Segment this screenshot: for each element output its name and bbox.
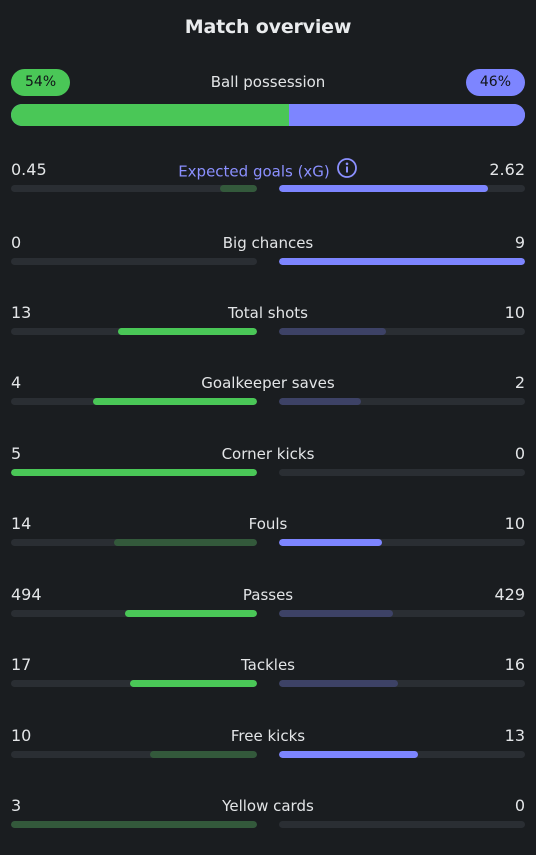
- stat-row: 17 Tackles 16: [11, 655, 525, 699]
- stat-label: Big chances: [222, 234, 314, 252]
- away-value: 16: [504, 655, 525, 674]
- away-bar-fill: [279, 539, 382, 546]
- away-bar-fill: [279, 185, 489, 192]
- home-value: 10: [11, 726, 32, 745]
- stat-row: 0.45 Expected goals (xG) 2.62: [11, 157, 525, 204]
- away-value: 0: [514, 796, 525, 815]
- away-bar-track: [279, 328, 525, 335]
- home-bar-track: [11, 185, 257, 192]
- home-bar-fill: [11, 469, 257, 476]
- info-icon[interactable]: [336, 157, 358, 184]
- home-bar-fill: [92, 398, 257, 405]
- stat-row: 13 Total shots 10: [11, 303, 525, 347]
- away-bar-fill: [279, 751, 418, 758]
- home-bar-track: [11, 821, 257, 828]
- stat-row: 4 Goalkeeper saves 2: [11, 373, 525, 417]
- home-bar-fill: [220, 185, 257, 192]
- home-value: 3: [11, 796, 22, 815]
- home-bar-fill: [118, 328, 257, 335]
- away-value: 0: [514, 444, 525, 463]
- home-bar-track: [11, 258, 257, 265]
- stat-row: 0 Big chances 9: [11, 233, 525, 277]
- home-value: 17: [11, 655, 32, 674]
- home-value: 14: [11, 514, 32, 533]
- away-bar-track: [279, 398, 525, 405]
- possession-bar: [11, 104, 525, 126]
- home-possession-fill: [11, 104, 289, 126]
- page-title: Match overview: [184, 16, 352, 38]
- away-possession-fill: [288, 104, 525, 126]
- home-bar-track: [11, 539, 257, 546]
- stat-label: Goalkeeper saves: [201, 374, 335, 392]
- home-bar-fill: [150, 751, 257, 758]
- home-possession-badge: 54%: [11, 69, 71, 96]
- stat-label-wrapper: Tackles: [11, 655, 525, 675]
- home-bar-track: [11, 751, 257, 758]
- stat-label-wrapper: Yellow cards: [11, 796, 525, 816]
- away-bar-fill: [279, 680, 399, 687]
- stat-label: Tackles: [240, 656, 296, 674]
- away-value: 9: [514, 233, 525, 252]
- away-possession-badge: 46%: [465, 69, 525, 96]
- away-bar-fill: [279, 610, 394, 617]
- away-value: 2: [514, 373, 525, 392]
- away-bar-fill: [279, 328, 386, 335]
- stat-label-wrapper: Big chances: [11, 233, 525, 253]
- stat-label-wrapper: Goalkeeper saves: [11, 373, 525, 393]
- home-bar-fill: [113, 539, 257, 546]
- home-bar-fill: [130, 680, 257, 687]
- home-bar-fill: [125, 610, 257, 617]
- away-bar-track: [279, 258, 525, 265]
- stat-label-wrapper: Free kicks: [11, 726, 525, 746]
- away-value: 429: [494, 585, 525, 604]
- away-bar-track: [279, 751, 525, 758]
- stat-label: Free kicks: [230, 727, 306, 745]
- stat-row: 5 Corner kicks 0: [11, 444, 525, 488]
- home-value: 494: [11, 585, 42, 604]
- ball-possession: 54% Ball possession 46%: [11, 69, 525, 127]
- away-value: 10: [504, 514, 525, 533]
- away-bar-track: [279, 680, 525, 687]
- possession-label: Ball possession: [210, 73, 326, 91]
- stat-label: Total shots: [228, 304, 308, 322]
- away-bar-track: [279, 539, 525, 546]
- home-value: 4: [11, 373, 22, 392]
- home-bar-track: [11, 328, 257, 335]
- stat-label-wrapper: Total shots: [11, 303, 525, 323]
- away-bar-track: [279, 185, 525, 192]
- stat-label-wrapper[interactable]: Expected goals (xG): [11, 157, 525, 184]
- stat-label: Corner kicks: [221, 445, 315, 463]
- home-bar-track: [11, 680, 257, 687]
- away-bar-fill: [279, 258, 525, 265]
- stat-label: Passes: [242, 586, 294, 604]
- home-bar-track: [11, 398, 257, 405]
- home-bar-track: [11, 610, 257, 617]
- away-bar-track: [279, 610, 525, 617]
- away-value: 10: [504, 303, 525, 322]
- stat-label-wrapper: Corner kicks: [11, 444, 525, 464]
- stat-row: 3 Yellow cards 0: [11, 796, 525, 840]
- home-value: 13: [11, 303, 32, 322]
- home-bar-track: [11, 469, 257, 476]
- home-value: 0.45: [11, 160, 47, 179]
- away-bar-track: [279, 469, 525, 476]
- stat-label-wrapper: Passes: [11, 585, 525, 605]
- home-value: 0: [11, 233, 22, 252]
- stat-label: Yellow cards: [222, 797, 314, 815]
- stat-row: 494 Passes 429: [11, 585, 525, 629]
- stat-label-wrapper: Fouls: [11, 514, 525, 534]
- away-bar-track: [279, 821, 525, 828]
- stat-label: Expected goals (xG): [178, 162, 330, 181]
- stat-label: Fouls: [248, 515, 288, 533]
- home-value: 5: [11, 444, 22, 463]
- home-bar-fill: [11, 821, 257, 828]
- away-value: 2.62: [489, 160, 525, 179]
- stat-row: 14 Fouls 10: [11, 514, 525, 558]
- away-value: 13: [504, 726, 525, 745]
- away-bar-fill: [279, 398, 361, 405]
- stat-row: 10 Free kicks 13: [11, 726, 525, 770]
